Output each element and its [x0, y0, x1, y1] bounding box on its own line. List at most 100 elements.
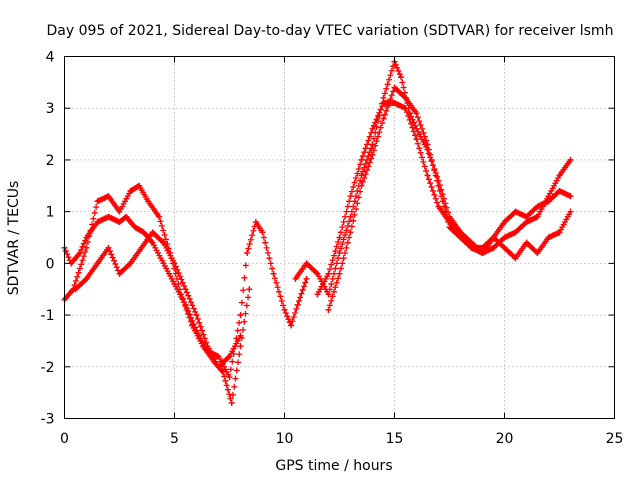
data-point: [545, 234, 552, 241]
data-point: [189, 322, 196, 329]
data-point: [244, 250, 251, 257]
data-point: [72, 286, 79, 293]
data-point: [116, 218, 123, 225]
data-point: [545, 198, 552, 205]
data-point: [94, 218, 101, 225]
data-point: [358, 182, 365, 189]
data-point: [556, 172, 563, 179]
data-point: [219, 368, 226, 375]
data-point: [435, 182, 442, 189]
data-point: [556, 187, 563, 194]
y-tick-label: 4: [46, 50, 55, 66]
y-tick-label: -1: [41, 308, 55, 324]
data-point: [105, 193, 112, 200]
data-point: [270, 270, 277, 277]
data-point: [288, 322, 295, 329]
data-point: [380, 115, 387, 122]
data-point: [512, 208, 519, 215]
x-tick-label: 5: [170, 431, 179, 447]
series-6: [325, 84, 574, 313]
data-point: [556, 229, 563, 236]
data-point: [145, 198, 152, 205]
data-point: [215, 363, 222, 370]
data-point: [347, 193, 354, 200]
y-tick-label: -2: [41, 360, 55, 376]
data-point: [123, 213, 130, 220]
data-point: [204, 343, 211, 350]
data-point: [567, 208, 574, 215]
y-tick-label: 1: [46, 205, 55, 221]
data-point: [116, 270, 123, 277]
data-point: [358, 156, 365, 163]
data-point: [468, 244, 475, 251]
data-point: [523, 239, 530, 246]
data-point: [228, 399, 235, 406]
data-point: [160, 260, 167, 267]
data-point: [424, 141, 431, 148]
data-point: [490, 244, 497, 251]
data-point: [501, 218, 508, 225]
x-axis-label: GPS time / hours: [275, 458, 392, 474]
data-point: [523, 218, 530, 225]
data-point: [369, 151, 376, 158]
data-point: [83, 275, 90, 282]
data-point: [116, 208, 123, 215]
data-point: [237, 312, 244, 319]
series-3: [72, 229, 244, 370]
data-point: [512, 255, 519, 262]
data-point: [127, 187, 134, 194]
data-point: [226, 374, 233, 381]
data-point: [94, 260, 101, 267]
data-point: [83, 244, 90, 251]
data-point: [325, 291, 332, 298]
data-point: [171, 260, 178, 267]
data-point: [127, 260, 134, 267]
data-point: [336, 250, 343, 257]
data-point: [178, 291, 185, 298]
data-point: [501, 244, 508, 251]
data-point: [105, 244, 112, 251]
y-tick-label: -3: [41, 412, 55, 428]
data-point: [398, 74, 405, 81]
data-point: [314, 270, 321, 277]
data-point: [94, 198, 101, 205]
data-point: [336, 234, 343, 241]
chart-title: Day 095 of 2021, Sidereal Day-to-day VTE…: [47, 23, 614, 39]
plot-frame: [64, 56, 615, 419]
data-point: [347, 213, 354, 220]
x-tick-label: 10: [276, 431, 294, 447]
y-tick-labels: -3 -2 -1 0 1 2 3 4: [41, 50, 55, 428]
data-point: [294, 301, 301, 308]
data-point: [136, 182, 143, 189]
data-point: [391, 100, 398, 107]
data-point: [347, 229, 354, 236]
data-point: [435, 203, 442, 210]
data-point: [380, 94, 387, 101]
data-point: [149, 239, 156, 246]
data-point: [156, 213, 163, 220]
data-point: [252, 218, 259, 225]
data-point: [160, 239, 167, 246]
data-point: [402, 105, 409, 112]
data-point: [501, 234, 508, 241]
x-tick-label: 0: [60, 431, 69, 447]
data-point: [457, 234, 464, 241]
data-point: [336, 270, 343, 277]
y-tick-label: 3: [46, 101, 55, 117]
data-point: [534, 203, 541, 210]
data-point: [446, 224, 453, 231]
data-point: [490, 234, 497, 241]
data-point: [131, 224, 138, 231]
data-point: [512, 229, 519, 236]
data-point: [534, 213, 541, 220]
data-point: [369, 125, 376, 132]
data-point: [292, 275, 299, 282]
data-point: [424, 172, 431, 179]
y-axis-label: SDTVAR / TECUs: [6, 181, 22, 296]
data-point: [325, 270, 332, 277]
data-point: [237, 332, 244, 339]
data-point: [149, 229, 156, 236]
data-point: [369, 141, 376, 148]
data-point: [303, 275, 310, 282]
